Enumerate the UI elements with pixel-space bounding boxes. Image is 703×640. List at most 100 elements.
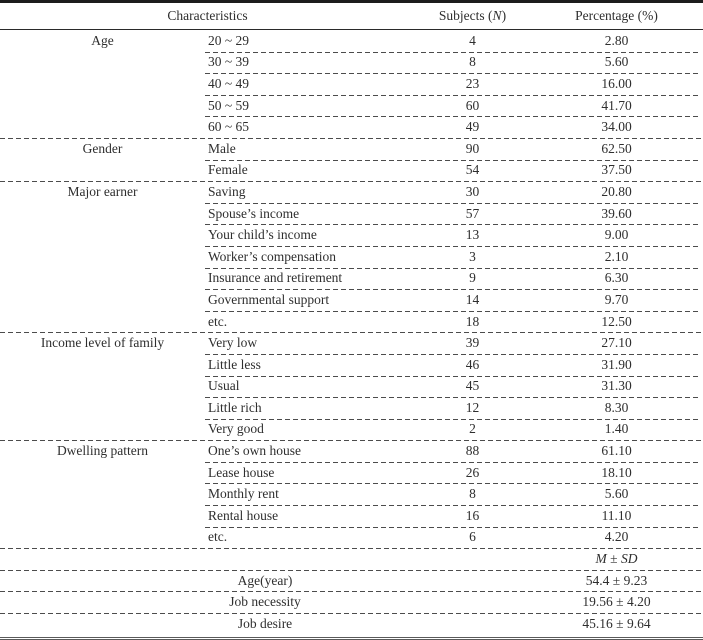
percentage-value: 11.10: [601, 507, 632, 523]
group-major-earner: Major earner Saving 30 20.80 Spouse’s in…: [0, 181, 703, 332]
subjects-value: 90: [465, 140, 480, 156]
msd-header-row: M ± SD: [0, 548, 703, 570]
percentage-value: 1.40: [604, 421, 629, 437]
summary-row: Age(year) 54.4 ± 9.23: [0, 569, 703, 592]
percentage-value: 2.10: [604, 248, 629, 264]
table-row: Age 20 ~ 29 4 2.80: [0, 30, 703, 52]
table-row: Spouse’s income 57 39.60: [0, 202, 703, 225]
header-percentage: Percentage (%): [575, 8, 658, 23]
item-label: Very good: [208, 421, 264, 437]
subjects-value: 6: [469, 529, 476, 545]
subjects-value: 45: [465, 378, 480, 394]
table-header-row: Characteristics Subjects (N) Percentage …: [0, 3, 703, 30]
subjects-value: 13: [465, 227, 480, 243]
item-label: Little rich: [208, 399, 262, 415]
table-row: 30 ~ 39 8 5.60: [0, 51, 703, 74]
group-income-level: Income level of family Very low 39 27.10…: [0, 332, 703, 440]
table-row: Gender Male 90 62.50: [0, 138, 703, 160]
summary-label: Job necessity: [229, 594, 301, 610]
table-row: etc. 18 12.50: [0, 310, 703, 333]
summary-value: 45.16 ± 9.64: [582, 615, 651, 631]
table-row: 60 ~ 65 49 34.00: [0, 116, 703, 138]
item-label: Male: [208, 140, 236, 156]
summary-value: 54.4 ± 9.23: [585, 572, 648, 588]
subjects-value: 54: [465, 162, 480, 178]
table-row: Dwelling pattern One’s own house 88 61.1…: [0, 440, 703, 462]
table-row: Very good 2 1.40: [0, 418, 703, 441]
percentage-value: 37.50: [601, 162, 632, 178]
item-label: One’s own house: [208, 443, 301, 459]
table-row: Worker’s compensation 3 2.10: [0, 245, 703, 268]
table-row: Income level of family Very low 39 27.10: [0, 332, 703, 354]
item-label: Lease house: [208, 464, 275, 480]
group-dwelling-pattern: Dwelling pattern One’s own house 88 61.1…: [0, 440, 703, 548]
percentage-value: 6.30: [604, 270, 629, 286]
item-label: Governmental support: [208, 291, 330, 307]
percentage-value: 39.60: [601, 205, 632, 221]
item-label: 50 ~ 59: [208, 97, 250, 113]
table-row: Governmental support 14 9.70: [0, 289, 703, 311]
table-row: Lease house 26 18.10: [0, 461, 703, 484]
percentage-value: 61.10: [601, 443, 632, 459]
summary-row: Job desire 45.16 ± 9.64: [0, 613, 703, 635]
percentage-value: 41.70: [601, 97, 632, 113]
percentage-value: 2.80: [604, 32, 629, 48]
table-row: 50 ~ 59 60 41.70: [0, 94, 703, 117]
item-label: etc.: [208, 529, 228, 545]
subjects-value: 30: [465, 183, 480, 199]
item-label: Little less: [208, 356, 261, 372]
percentage-value: 20.80: [601, 183, 632, 199]
table-row: Insurance and retirement 9 6.30: [0, 267, 703, 290]
table-row: Little less 46 31.90: [0, 353, 703, 376]
item-label: etc.: [208, 313, 228, 329]
msd-header: M ± SD: [595, 551, 638, 567]
subjects-value: 8: [469, 486, 476, 502]
subjects-value: 39: [465, 335, 480, 351]
table-row: Usual 45 31.30: [0, 375, 703, 398]
item-label: Very low: [208, 335, 258, 351]
table-row: Monthly rent 8 5.60: [0, 483, 703, 505]
item-label: Monthly rent: [208, 486, 279, 502]
table-row: Major earner Saving 30 20.80: [0, 181, 703, 203]
percentage-value: 9.00: [604, 227, 629, 243]
group-label: Age: [91, 32, 114, 48]
item-label: Saving: [208, 183, 246, 199]
item-label: Spouse’s income: [208, 205, 300, 221]
subjects-value: 60: [465, 97, 480, 113]
summary-value: 19.56 ± 4.20: [582, 594, 651, 610]
item-label: 40 ~ 49: [208, 75, 250, 91]
percentage-value: 5.60: [604, 54, 629, 70]
summary-row: Job necessity 19.56 ± 4.20: [0, 591, 703, 613]
percentage-value: 4.20: [604, 529, 629, 545]
group-label: Gender: [82, 140, 123, 156]
group-label: Major earner: [67, 183, 138, 199]
item-label: 20 ~ 29: [208, 32, 250, 48]
item-label: Your child’s income: [208, 227, 317, 243]
subjects-value: 49: [465, 119, 480, 135]
subjects-value: 46: [465, 356, 480, 372]
summary-label: Job desire: [237, 615, 293, 631]
subjects-value: 57: [465, 205, 480, 221]
group-label: Dwelling pattern: [56, 443, 149, 459]
percentage-value: 12.50: [601, 313, 632, 329]
percentage-value: 8.30: [604, 399, 629, 415]
percentage-value: 34.00: [601, 119, 632, 135]
item-label: Worker’s compensation: [208, 248, 337, 264]
table-row: etc. 6 4.20: [0, 526, 703, 549]
item-label: Rental house: [208, 507, 279, 523]
subjects-value: 2: [469, 421, 476, 437]
percentage-value: 5.60: [604, 486, 629, 502]
subjects-value: 23: [465, 75, 480, 91]
subjects-value: 3: [469, 248, 476, 264]
item-label: Insurance and retirement: [208, 270, 343, 286]
summary-section: M ± SD Age(year) 54.4 ± 9.23 Job necessi…: [0, 548, 703, 634]
percentage-value: 9.70: [604, 291, 629, 307]
subjects-value: 18: [465, 313, 480, 329]
table-row: Little rich 12 8.30: [0, 397, 703, 419]
subjects-value: 26: [465, 464, 480, 480]
subjects-n-symbol: N: [492, 8, 502, 23]
percentage-value: 18.10: [601, 464, 632, 480]
subjects-value: 8: [469, 54, 476, 70]
table-row: Female 54 37.50: [0, 159, 703, 182]
